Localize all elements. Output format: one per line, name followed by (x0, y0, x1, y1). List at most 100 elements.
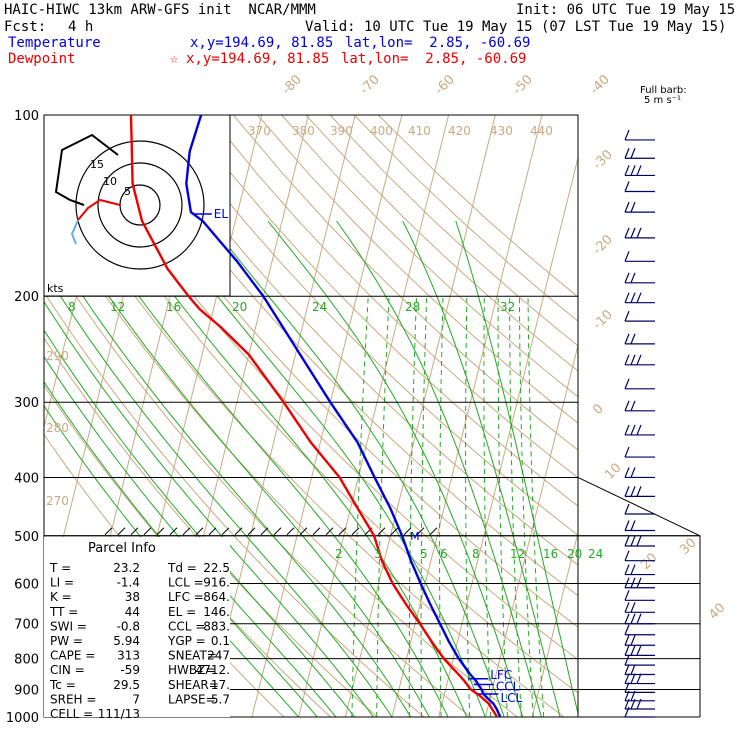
moist-adiabat-line (44, 234, 412, 717)
wind-barb-flag (624, 129, 630, 141)
wind-barb-flag (636, 354, 642, 366)
isotherm-label: 20 (638, 551, 660, 573)
mixing-ratio-label: 2 (335, 547, 343, 561)
model-title: HAIC-HIWC 13km ARW-GFS init NCAR/MMM (4, 2, 316, 18)
wind-barb-flag (630, 664, 636, 675)
parcel-field: 883. (203, 619, 230, 633)
isotherm-line (438, 155, 578, 717)
wind-barb-flag (624, 690, 630, 702)
hatch-mark (429, 527, 438, 536)
wind-barb-flag (624, 698, 630, 710)
isotherm-line (204, 115, 356, 717)
isotherm-label: 10 (602, 461, 624, 483)
wind-barb-flag (630, 201, 636, 213)
plot-frame (43, 114, 579, 718)
parcel-field: 5.7 (211, 692, 230, 706)
wind-barb-flag (636, 577, 642, 588)
wind-barb-flag (630, 535, 636, 547)
parcel-field: 4712. (196, 663, 230, 677)
init-time: Init: 06 UTC Tue 19 May 15 (516, 2, 736, 18)
isotherm-label: 30 (677, 536, 699, 558)
hatch-mark (390, 527, 399, 536)
hatch-mark (169, 527, 178, 536)
wind-barb-flag (624, 654, 630, 666)
parcel-field: 0.1 (211, 634, 230, 648)
parcel-field: TT = (49, 605, 78, 619)
moist-adiabat-line (86, 220, 449, 717)
parcel-field: 5.94 (113, 634, 140, 648)
wind-barb-flag (624, 354, 630, 366)
dry-adiabat-line (136, 115, 578, 566)
barb-legend-line1: Full barb: (640, 85, 687, 96)
wind-barb-flag (624, 682, 630, 693)
isotherm-line (484, 343, 578, 717)
dry-adiabat-line (160, 115, 578, 536)
mixing-ratio-label: 20 (232, 300, 247, 314)
isotherm-line (531, 530, 578, 717)
temperature-latlon: lat,lon= 2.85, -60.69 (345, 35, 531, 51)
parcel-field: T = (49, 561, 71, 575)
hatch-mark (273, 527, 282, 536)
moist-adiabat-line (455, 220, 578, 716)
isotherm-label: -10 (590, 307, 616, 333)
hatch-mark (416, 527, 425, 536)
hatch-mark (299, 527, 308, 536)
wind-barb-flag (630, 690, 636, 702)
wind-barb-flag (630, 400, 636, 412)
pressure-tick-label: 900 (14, 683, 39, 698)
parcel-field: CAPE = (50, 649, 95, 663)
parcel-field: SREH = (50, 692, 96, 706)
mixing-ratio-label: 24 (588, 547, 603, 561)
pressure-tick-label: 700 (14, 618, 39, 633)
moist-adiabat-line (44, 269, 393, 717)
moist-adiabat-line (336, 220, 542, 717)
wind-barb-flag (624, 645, 630, 656)
wind-barb-flag (630, 227, 636, 239)
parcel-field: 7 (132, 692, 140, 706)
wind-barb-flag (624, 333, 630, 345)
mixing-ratio-line (465, 296, 471, 717)
wind-barb-flag (624, 664, 630, 675)
theta-label: 380 (292, 124, 315, 138)
hatch-mark (156, 527, 165, 536)
temperature-legend-label: Temperature (8, 35, 101, 51)
hodograph-ring-label: 15 (90, 158, 104, 171)
isotherm-line (298, 115, 450, 717)
wind-barb-flag (630, 635, 636, 646)
wind-barb-flag (636, 486, 642, 497)
wind-barb-flag (636, 227, 642, 239)
temperature-location: x,y=194.69, 81.85 (190, 35, 334, 51)
wind-barb-flag (624, 201, 630, 213)
wind-barb-flag (624, 535, 630, 547)
wind-barb-flag (630, 564, 636, 575)
wind-barb-flag (624, 590, 630, 601)
m-marker-label: M (410, 530, 420, 543)
hatch-mark (104, 527, 113, 536)
dewpoint-marker-icon: ☆ (170, 51, 179, 67)
mixing-ratio-label: 5 (420, 547, 428, 561)
theta-label: 400 (370, 124, 393, 138)
hatch-mark (208, 527, 217, 536)
barb-legend-line2: 5 m s⁻¹ (644, 95, 681, 106)
pressure-tick-label: 300 (14, 396, 39, 411)
mixing-ratio-grid (44, 220, 578, 717)
mixing-ratio-line (376, 296, 390, 717)
dry-adiabat-line (377, 115, 578, 298)
wind-barb-flag (630, 467, 636, 478)
mixing-ratio-label: 16 (543, 547, 558, 561)
parcel-info-title: Parcel Info (88, 541, 156, 556)
wind-barb-flag (624, 148, 630, 159)
isotherm-label: -70 (357, 72, 383, 98)
dewpoint-legend-label: Dewpoint (8, 51, 76, 67)
dry-adiabat-line (87, 115, 578, 628)
wind-barb-flag (630, 165, 636, 176)
hodograph-units: kts (47, 282, 64, 295)
wind-barb-flag (636, 424, 642, 436)
parcel-field: 38 (125, 590, 140, 604)
wind-barb-flag (636, 645, 642, 656)
wind-barb-flag (624, 577, 630, 588)
isotherm-line (344, 115, 496, 717)
parcel-field: 22.5 (203, 561, 230, 575)
hatch-mark (130, 527, 139, 536)
parcel-field: LAPSE= (168, 692, 216, 706)
